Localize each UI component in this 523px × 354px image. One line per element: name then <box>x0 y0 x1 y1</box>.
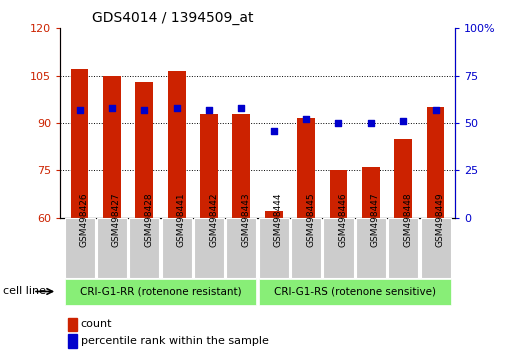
Bar <box>265 211 282 218</box>
Point <box>75 107 84 113</box>
Bar <box>329 170 347 218</box>
Bar <box>200 114 218 218</box>
Bar <box>103 76 121 218</box>
Text: GSM498444: GSM498444 <box>274 192 283 247</box>
Text: GSM498428: GSM498428 <box>144 192 153 247</box>
Point <box>108 105 116 111</box>
Bar <box>297 118 315 218</box>
Text: GSM498441: GSM498441 <box>177 192 186 247</box>
FancyBboxPatch shape <box>162 218 192 278</box>
Bar <box>135 82 153 218</box>
FancyBboxPatch shape <box>194 218 224 278</box>
Point <box>334 120 343 126</box>
FancyBboxPatch shape <box>356 218 386 278</box>
Point <box>173 105 181 111</box>
Text: GSM498448: GSM498448 <box>403 192 412 247</box>
FancyBboxPatch shape <box>64 218 95 278</box>
Text: GSM498427: GSM498427 <box>112 192 121 247</box>
Bar <box>427 107 445 218</box>
Point <box>269 128 278 133</box>
Point <box>399 118 407 124</box>
Point <box>205 107 213 113</box>
FancyBboxPatch shape <box>226 218 256 278</box>
FancyBboxPatch shape <box>259 279 451 305</box>
Point <box>302 116 310 122</box>
FancyBboxPatch shape <box>388 218 418 278</box>
Point <box>431 107 440 113</box>
FancyBboxPatch shape <box>97 218 127 278</box>
Bar <box>168 71 186 218</box>
Text: CRI-G1-RR (rotenone resistant): CRI-G1-RR (rotenone resistant) <box>79 286 241 297</box>
Text: GSM498442: GSM498442 <box>209 192 218 247</box>
Text: GSM498426: GSM498426 <box>79 192 88 247</box>
Text: GSM498449: GSM498449 <box>436 192 445 247</box>
Point <box>237 105 246 111</box>
Point <box>367 120 375 126</box>
FancyBboxPatch shape <box>420 218 451 278</box>
Text: GDS4014 / 1394509_at: GDS4014 / 1394509_at <box>92 11 253 24</box>
Bar <box>68 318 77 331</box>
Text: GSM498446: GSM498446 <box>338 192 347 247</box>
Text: GSM498447: GSM498447 <box>371 192 380 247</box>
FancyBboxPatch shape <box>129 218 160 278</box>
Bar <box>394 139 412 218</box>
FancyBboxPatch shape <box>291 218 321 278</box>
Text: percentile rank within the sample: percentile rank within the sample <box>81 336 268 346</box>
Text: count: count <box>81 319 112 329</box>
Bar <box>71 69 88 218</box>
FancyBboxPatch shape <box>259 218 289 278</box>
Point <box>140 107 149 113</box>
FancyBboxPatch shape <box>323 218 354 278</box>
Text: GSM498445: GSM498445 <box>306 192 315 247</box>
FancyBboxPatch shape <box>64 279 256 305</box>
Text: cell line: cell line <box>3 286 46 297</box>
Bar <box>233 114 251 218</box>
Bar <box>68 334 77 348</box>
Text: GSM498443: GSM498443 <box>242 192 251 247</box>
Bar <box>362 167 380 218</box>
Text: CRI-G1-RS (rotenone sensitive): CRI-G1-RS (rotenone sensitive) <box>274 286 436 297</box>
